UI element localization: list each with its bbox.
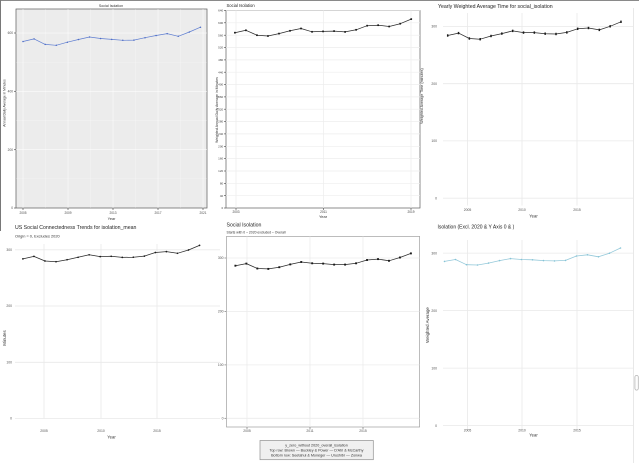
- svg-text:0: 0: [435, 424, 437, 428]
- svg-text:2011: 2011: [320, 210, 327, 214]
- svg-text:Top row: Brown — Buckley & Pow: Top row: Brown — Buckley & Power — D'Atr…: [270, 449, 364, 453]
- svg-text:520: 520: [218, 46, 223, 50]
- svg-text:400: 400: [218, 83, 223, 87]
- svg-text:2005: 2005: [464, 208, 472, 212]
- svg-text:200: 200: [218, 310, 224, 314]
- svg-text:Origin = 0, Excludes 2020: Origin = 0, Excludes 2020: [15, 234, 60, 239]
- svg-text:40: 40: [220, 194, 224, 198]
- svg-text:280: 280: [218, 120, 223, 124]
- svg-text:600: 600: [218, 21, 223, 25]
- svg-text:240: 240: [218, 132, 223, 136]
- svg-text:100: 100: [218, 363, 224, 367]
- svg-text:US Social Connectedness Trends: US Social Connectedness Trends for isola…: [15, 225, 137, 231]
- svg-text:Minutes: Minutes: [2, 330, 7, 346]
- svg-text:2005: 2005: [243, 429, 251, 433]
- svg-text:2021: 2021: [199, 211, 206, 215]
- svg-text:120: 120: [218, 169, 223, 173]
- svg-text:2010: 2010: [518, 208, 526, 212]
- svg-text:2005: 2005: [19, 211, 26, 215]
- svg-text:2010: 2010: [97, 429, 105, 433]
- svg-text:2015: 2015: [573, 429, 581, 433]
- svg-text:Year: Year: [319, 214, 328, 219]
- svg-text:440: 440: [218, 70, 223, 74]
- svg-text:100: 100: [6, 361, 12, 365]
- svg-text:200: 200: [8, 148, 14, 152]
- svg-text:200: 200: [218, 144, 223, 148]
- svg-text:Bottom row: Seetahul & Monéger: Bottom row: Seetahul & Monéger — Urushib…: [271, 454, 363, 458]
- svg-text:Social Isolation: Social Isolation: [227, 223, 262, 229]
- svg-text:160: 160: [218, 157, 223, 161]
- svg-text:200: 200: [431, 309, 437, 313]
- svg-text:640: 640: [218, 9, 223, 13]
- svg-text:2010: 2010: [518, 429, 526, 433]
- svg-text:Weighted Average Time (minutes: Weighted Average Time (minutes): [420, 68, 424, 123]
- svg-text:Annual Daily Average in Minute: Annual Daily Average in Minutes: [3, 79, 7, 127]
- svg-text:0: 0: [222, 206, 224, 210]
- svg-text:Year: Year: [529, 433, 538, 438]
- svg-text:Social Isolation: Social Isolation: [99, 4, 123, 8]
- svg-text:0: 0: [222, 417, 224, 421]
- svg-text:Weighted Average: Weighted Average: [425, 307, 430, 343]
- svg-text:360: 360: [218, 95, 223, 99]
- svg-text:480: 480: [218, 58, 223, 62]
- svg-text:Starts with 0 – 2020 excluded: Starts with 0 – 2020 excluded – Overall: [227, 230, 286, 234]
- svg-text:400: 400: [8, 90, 14, 94]
- svg-text:0: 0: [11, 206, 13, 210]
- svg-text:600: 600: [8, 31, 14, 35]
- svg-text:Weighted Annual Daily Average: Weighted Annual Daily Average in Minutes: [215, 77, 219, 143]
- svg-text:Year: Year: [108, 217, 116, 221]
- svg-text:Isolation (Excl. 2020 & Y Axis: Isolation (Excl. 2020 & Y Axis 0 & ): [438, 225, 515, 231]
- svg-text:y_zero_without 2020_overall_is: y_zero_without 2020_overall_isolation: [285, 444, 348, 448]
- svg-text:300: 300: [218, 256, 224, 260]
- svg-text:2005: 2005: [40, 429, 48, 433]
- svg-text:300: 300: [6, 248, 12, 252]
- svg-text:Year: Year: [529, 214, 538, 219]
- svg-text:2009: 2009: [64, 211, 71, 215]
- svg-text:300: 300: [431, 251, 437, 255]
- svg-text:2003: 2003: [232, 210, 239, 214]
- svg-text:2015: 2015: [573, 208, 581, 212]
- svg-text:100: 100: [431, 139, 437, 143]
- svg-text:100: 100: [431, 366, 437, 370]
- svg-text:2017: 2017: [154, 211, 161, 215]
- svg-text:2011: 2011: [306, 429, 313, 433]
- svg-text:200: 200: [431, 82, 437, 86]
- svg-text:Year: Year: [107, 435, 116, 440]
- svg-text:2019: 2019: [407, 210, 414, 214]
- svg-text:0: 0: [10, 417, 12, 421]
- svg-text:300: 300: [431, 25, 437, 29]
- svg-text:Yearly Weighted Average Time f: Yearly Weighted Average Time for social_…: [438, 4, 553, 10]
- svg-text:2013: 2013: [109, 211, 116, 215]
- svg-text:2015: 2015: [153, 429, 161, 433]
- svg-text:0: 0: [435, 196, 437, 200]
- svg-text:200: 200: [6, 304, 12, 308]
- svg-text:320: 320: [218, 107, 223, 111]
- svg-text:560: 560: [218, 33, 223, 37]
- svg-text:2005: 2005: [464, 429, 472, 433]
- svg-text:80: 80: [220, 181, 224, 185]
- svg-text:Social Isolation: Social Isolation: [227, 3, 256, 8]
- svg-text:2015: 2015: [359, 429, 367, 433]
